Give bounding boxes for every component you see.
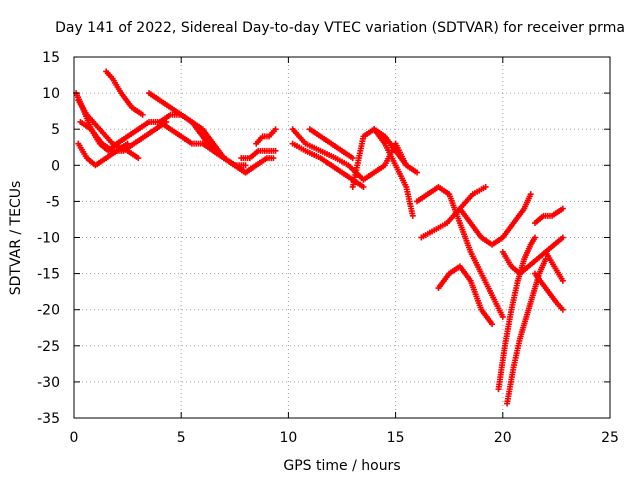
series-track-20 — [495, 234, 538, 393]
data-point — [527, 191, 534, 198]
series-track-25 — [542, 248, 566, 284]
x-axis-label: GPS time / hours — [283, 458, 400, 474]
x-tick-label: 0 — [70, 430, 79, 446]
series-track-19 — [456, 191, 534, 248]
data-point — [482, 183, 489, 190]
series-track-24 — [531, 270, 566, 313]
data-point — [135, 155, 142, 162]
series-track-21 — [504, 256, 549, 407]
x-tick-label: 5 — [177, 430, 186, 446]
x-tick-label: 25 — [601, 430, 619, 446]
y-tick-label: 0 — [51, 158, 60, 174]
series-track-5 — [75, 97, 142, 162]
data-point — [559, 234, 566, 241]
data-point — [272, 147, 279, 154]
series-track-9 — [238, 147, 279, 162]
chart-title: Day 141 of 2022, Sidereal Day-to-day VTE… — [55, 20, 625, 36]
series-track-14 — [349, 126, 416, 219]
y-tick-label: -35 — [37, 411, 60, 427]
data-point — [272, 126, 279, 133]
data-point — [499, 313, 506, 320]
data-point — [414, 169, 421, 176]
y-tick-label: -10 — [37, 231, 60, 247]
y-axis-label: SDTVAR / TECUs — [8, 181, 24, 296]
y-tick-label: 15 — [42, 50, 60, 66]
grid-lines — [74, 57, 610, 418]
data-point — [139, 111, 146, 118]
series-track-13 — [306, 126, 356, 162]
series-track-17 — [418, 183, 489, 241]
series-track-8 — [210, 147, 277, 176]
x-tick-label: 15 — [387, 430, 405, 446]
series-track-15 — [371, 126, 421, 176]
series-track-23 — [531, 205, 566, 227]
data-point — [559, 306, 566, 313]
series-track-12 — [289, 140, 367, 190]
series-track-18 — [435, 263, 496, 328]
data-point — [124, 140, 131, 147]
y-tick-label: -15 — [37, 267, 60, 283]
data-series — [73, 68, 566, 407]
data-point — [242, 162, 249, 169]
data-point — [542, 256, 549, 263]
axis-ticks: 0 5 10 15 20 25 15 10 5 0 -5 -10 -15 -20 -25 -30 -35 — [37, 50, 619, 446]
y-tick-label: -20 — [37, 303, 60, 319]
y-tick-label: -30 — [37, 375, 60, 391]
series-track-7 — [156, 111, 249, 169]
y-tick-label: 5 — [51, 122, 60, 138]
x-tick-label: 20 — [494, 430, 512, 446]
data-point — [360, 183, 367, 190]
x-tick-label: 10 — [279, 430, 297, 446]
data-point — [531, 234, 538, 241]
data-point — [349, 155, 356, 162]
y-tick-label: -25 — [37, 339, 60, 355]
data-point — [559, 277, 566, 284]
series-track-16 — [414, 183, 506, 320]
series-track-4 — [103, 68, 146, 118]
data-point — [559, 205, 566, 212]
y-tick-label: 10 — [42, 86, 60, 102]
series-track-10 — [253, 126, 279, 147]
data-point — [489, 321, 496, 328]
series-track-2 — [77, 118, 170, 154]
data-point — [409, 212, 416, 219]
data-point — [270, 155, 277, 162]
y-tick-label: -5 — [46, 194, 60, 210]
